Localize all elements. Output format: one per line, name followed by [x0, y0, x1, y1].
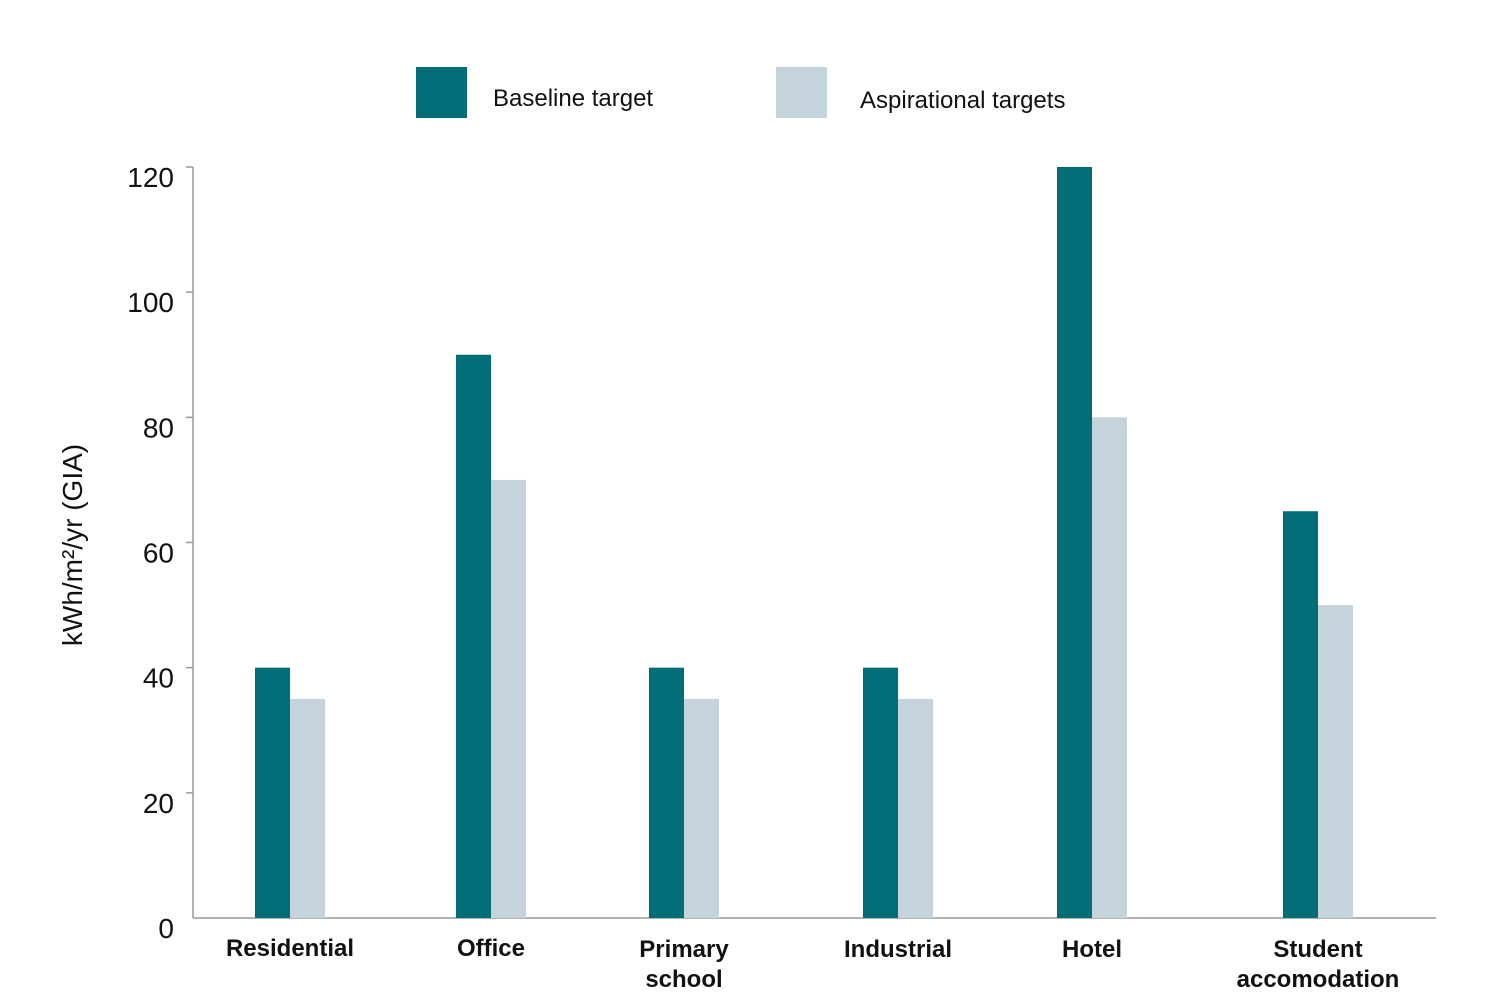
y-tick-label: 0 — [158, 913, 174, 944]
x-tick-label: accomodation — [1237, 966, 1400, 993]
y-tick-label: 40 — [143, 663, 174, 694]
legend-swatch-2 — [776, 67, 827, 118]
legend-swatch-1 — [416, 67, 467, 118]
legend: Baseline target Aspirational targets — [416, 67, 1065, 118]
legend-label-2: Aspirational targets — [860, 87, 1065, 114]
bar-aspirational-1 — [290, 698, 325, 918]
bar-baseline-1 — [255, 667, 290, 918]
bar-baseline-4 — [863, 667, 898, 918]
x-tick-label: Industrial — [844, 936, 952, 963]
bar-aspirational-4 — [898, 698, 933, 918]
bar-baseline-5 — [1057, 167, 1092, 918]
y-axis-title: kWh/m²/yr (GIA) — [57, 444, 88, 646]
bar-baseline-2 — [456, 354, 491, 918]
bar-aspirational-2 — [491, 479, 526, 918]
x-tick-label: school — [645, 966, 722, 993]
bar-aspirational-6 — [1318, 605, 1353, 918]
bar-aspirational-3 — [684, 698, 719, 918]
bars — [255, 167, 1353, 918]
x-axis: Residential Office Primary school Industrial… — [193, 917, 1436, 993]
x-tick-label: Primary — [639, 936, 729, 963]
x-tick-label: Office — [457, 935, 525, 962]
y-axis: 0 20 40 60 80 100 120 — [127, 162, 194, 944]
x-tick-label: Student — [1273, 936, 1362, 963]
y-tick-label: 80 — [143, 412, 174, 443]
x-tick-label: Hotel — [1062, 936, 1122, 963]
bar-aspirational-5 — [1092, 417, 1127, 918]
x-tick-label: Residential — [226, 935, 354, 962]
y-tick-label: 100 — [127, 287, 174, 318]
bar-baseline-6 — [1283, 511, 1318, 918]
y-tick-label: 20 — [143, 788, 174, 819]
legend-label-1: Baseline target — [493, 85, 653, 112]
bar-baseline-3 — [649, 667, 684, 918]
y-tick-label: 60 — [143, 538, 174, 569]
y-tick-label: 120 — [127, 162, 174, 193]
